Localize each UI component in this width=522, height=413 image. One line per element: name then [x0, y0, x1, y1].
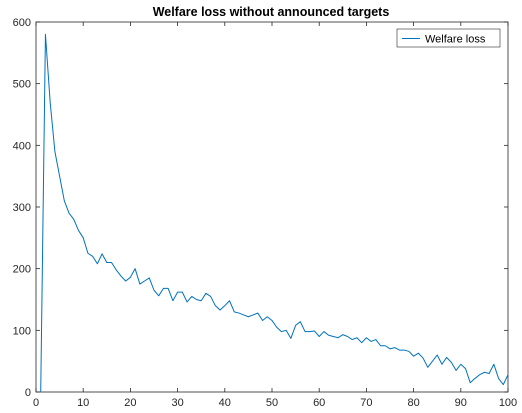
y-tick-label: 200	[13, 264, 31, 276]
y-tick-label: 600	[13, 17, 31, 29]
x-axis: 0 10 20 30 40 50 60 70 80 90 100	[33, 22, 517, 409]
chart-title: Welfare loss without announced targets	[153, 5, 390, 19]
x-tick-label: 20	[124, 397, 136, 409]
legend-box	[396, 28, 501, 48]
y-tick-label: 500	[13, 79, 31, 91]
series-layer	[40, 33, 509, 393]
legend-label: Welfare loss	[425, 34, 486, 46]
x-tick-label: 0	[33, 397, 39, 409]
y-tick-label: 100	[13, 325, 31, 337]
plot-area	[35, 21, 509, 393]
x-tick-label: 70	[360, 397, 372, 409]
x-tick-label: 80	[407, 397, 419, 409]
x-tick-label: 40	[219, 397, 231, 409]
legend: Welfare loss	[396, 28, 501, 48]
y-tick-label: 300	[13, 202, 31, 214]
x-tick-label: 100	[499, 397, 517, 409]
series-line	[40, 33, 509, 393]
y-tick-label: 0	[25, 387, 31, 399]
x-tick-label: 10	[77, 397, 89, 409]
x-tick-label: 60	[313, 397, 325, 409]
x-tick-label: 90	[455, 397, 467, 409]
x-tick-label: 50	[266, 397, 278, 409]
y-axis: 0 100 200 300 400 500 600	[13, 17, 508, 399]
y-tick-label: 400	[13, 140, 31, 152]
x-tick-label: 30	[171, 397, 183, 409]
